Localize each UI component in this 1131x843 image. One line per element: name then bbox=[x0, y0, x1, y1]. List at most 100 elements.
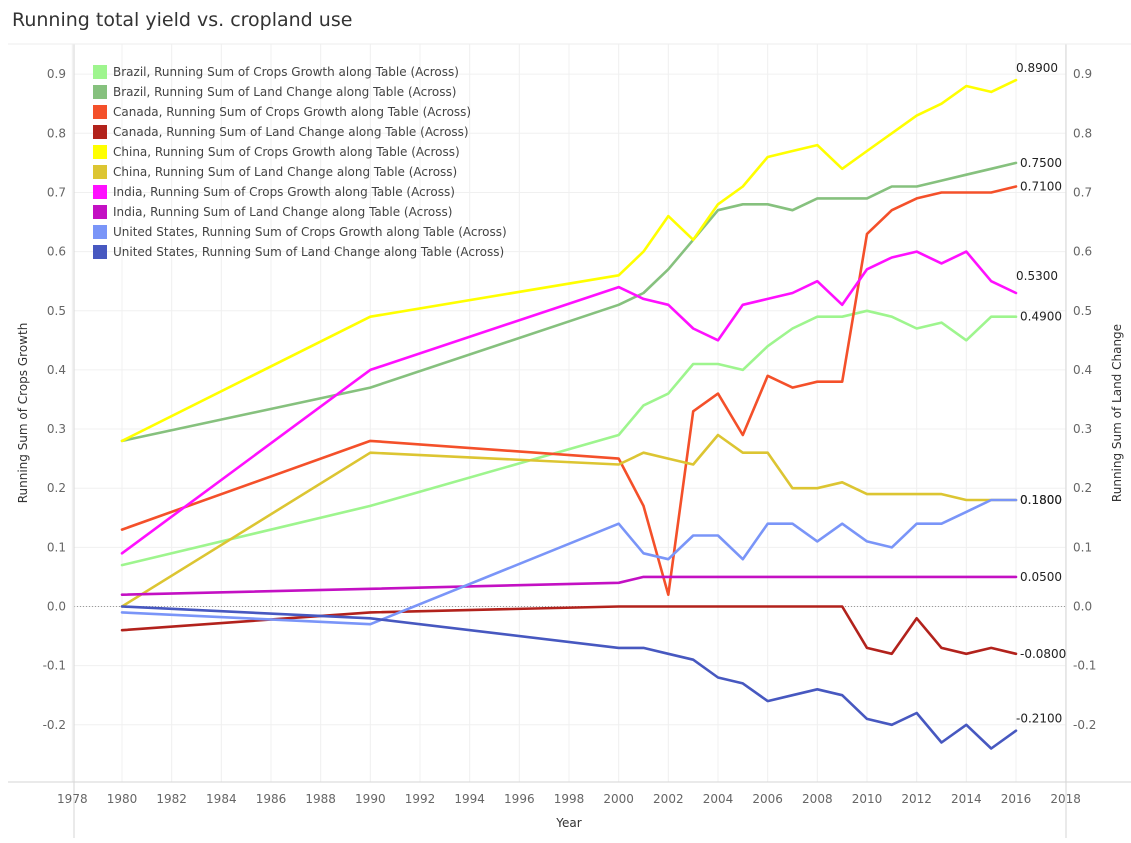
legend-swatch bbox=[93, 105, 107, 119]
y-tick-label-right: 0.0 bbox=[1073, 600, 1092, 614]
x-tick-label: 1988 bbox=[305, 792, 336, 806]
grid bbox=[71, 44, 1067, 782]
legend-item: United States, Running Sum of Crops Grow… bbox=[93, 225, 507, 239]
y-tick-label-right: 0.5 bbox=[1073, 304, 1092, 318]
legend-item: Canada, Running Sum of Crops Growth alon… bbox=[93, 105, 471, 119]
legend-swatch bbox=[93, 185, 107, 199]
legend-label: United States, Running Sum of Crops Grow… bbox=[113, 225, 507, 239]
x-tick-label: 2002 bbox=[653, 792, 684, 806]
x-tick-label: 2012 bbox=[901, 792, 932, 806]
x-tick-label: 2006 bbox=[752, 792, 783, 806]
y-tick-label-left: 0.1 bbox=[47, 540, 66, 554]
legend-item: Brazil, Running Sum of Crops Growth alon… bbox=[93, 65, 459, 79]
series-line-canada-running-sum-of-land-change-along-table-across bbox=[120, 605, 1018, 656]
series-line-united-states-running-sum-of-crops-growth-along-table-across bbox=[120, 498, 1018, 626]
legend-swatch bbox=[93, 225, 107, 239]
x-tick-label: 2008 bbox=[802, 792, 833, 806]
end-label: -0.2100 bbox=[1016, 712, 1062, 726]
y-tick-label-left: -0.1 bbox=[43, 659, 66, 673]
end-label: 0.1800 bbox=[1020, 493, 1062, 507]
legend-item: India, Running Sum of Crops Growth along… bbox=[93, 185, 455, 199]
series-line-united-states-running-sum-of-land-change-along-table-across bbox=[120, 605, 1018, 750]
x-tick-label: 2014 bbox=[951, 792, 982, 806]
y-tick-label-left: 0.9 bbox=[47, 67, 66, 81]
series-lines bbox=[120, 78, 1018, 750]
y-tick-label-left: 0.0 bbox=[47, 600, 66, 614]
y-tick-label-right: 0.7 bbox=[1073, 185, 1092, 199]
x-tick-label: 1984 bbox=[206, 792, 237, 806]
legend-label: India, Running Sum of Crops Growth along… bbox=[113, 185, 455, 199]
y-axis-right-label: Running Sum of Land Change bbox=[1110, 324, 1124, 502]
legend-swatch bbox=[93, 165, 107, 179]
y-tick-label-right: 0.8 bbox=[1073, 126, 1092, 140]
legend-label: China, Running Sum of Crops Growth along… bbox=[113, 145, 460, 159]
x-tick-label: 1986 bbox=[256, 792, 287, 806]
y-tick-label-left: 0.8 bbox=[47, 126, 66, 140]
x-tick-label: 1980 bbox=[107, 792, 138, 806]
y-tick-label-left: 0.2 bbox=[47, 481, 66, 495]
axes-frame bbox=[8, 43, 1131, 838]
x-tick-label: 1994 bbox=[454, 792, 485, 806]
legend-label: Brazil, Running Sum of Land Change along… bbox=[113, 85, 456, 99]
legend-swatch bbox=[93, 205, 107, 219]
legend-swatch bbox=[93, 245, 107, 259]
end-label: -0.0800 bbox=[1020, 647, 1066, 661]
series-line-china-running-sum-of-crops-growth-along-table-across bbox=[120, 78, 1018, 443]
x-tick-label: 2018 bbox=[1050, 792, 1081, 806]
legend-swatch bbox=[93, 65, 107, 79]
legend-label: United States, Running Sum of Land Chang… bbox=[113, 245, 504, 259]
legend-item: Canada, Running Sum of Land Change along… bbox=[93, 125, 469, 139]
x-axis-label: Year bbox=[555, 816, 581, 830]
y-tick-label-right: 0.4 bbox=[1073, 363, 1092, 377]
end-label: 0.0500 bbox=[1020, 570, 1062, 584]
legend-item: India, Running Sum of Land Change along … bbox=[93, 205, 452, 219]
y-axis-left-label: Running Sum of Crops Growth bbox=[16, 323, 30, 504]
y-tick-label-right: -0.1 bbox=[1073, 659, 1096, 673]
end-label: 0.4900 bbox=[1020, 310, 1062, 324]
end-label: 0.1800 bbox=[1020, 493, 1062, 507]
chart-title: Running total yield vs. cropland use bbox=[12, 9, 353, 31]
series-line-brazil-running-sum-of-land-change-along-table-across bbox=[120, 161, 1018, 443]
x-tick-label: 1992 bbox=[405, 792, 436, 806]
legend-item: Brazil, Running Sum of Land Change along… bbox=[93, 85, 456, 99]
x-tick-label: 1982 bbox=[156, 792, 187, 806]
y-tick-label-right: 0.6 bbox=[1073, 245, 1092, 259]
series-line-india-running-sum-of-land-change-along-table-across bbox=[120, 575, 1018, 597]
y-tick-label-right: 0.2 bbox=[1073, 481, 1092, 495]
series-line-india-running-sum-of-crops-growth-along-table-across bbox=[120, 250, 1018, 555]
y-tick-label-right: -0.2 bbox=[1073, 718, 1096, 732]
y-tick-label-right: 0.9 bbox=[1073, 67, 1092, 81]
end-labels: 0.4900 0.7500 0.7100 -0.0800 0.8900 0.1800 0.5… bbox=[1016, 61, 1066, 726]
end-label: 0.7500 bbox=[1020, 156, 1062, 170]
y-tick-label-left: 0.5 bbox=[47, 304, 66, 318]
legend-swatch bbox=[93, 125, 107, 139]
x-tick-label: 1978 bbox=[57, 792, 88, 806]
y-tick-label-left: 0.4 bbox=[47, 363, 66, 377]
series-line-canada-running-sum-of-crops-growth-along-table-across bbox=[120, 185, 1018, 597]
legend-item: United States, Running Sum of Land Chang… bbox=[93, 245, 504, 259]
y-tick-label-left: 0.7 bbox=[47, 185, 66, 199]
x-tick-label: 2000 bbox=[603, 792, 634, 806]
x-tick-label: 1996 bbox=[504, 792, 535, 806]
y-axis-left: -0.2 -0.1 0.0 0.1 0.2 0.3 0.4 0.5 0.6 0.7 0.8 0.9 bbox=[43, 67, 66, 732]
end-label: 0.7100 bbox=[1020, 180, 1062, 194]
y-tick-label-right: 0.3 bbox=[1073, 422, 1092, 436]
y-tick-label-left: -0.2 bbox=[43, 718, 66, 732]
x-tick-label: 2016 bbox=[1001, 792, 1032, 806]
legend-label: Canada, Running Sum of Land Change along… bbox=[113, 125, 469, 139]
legend-label: Canada, Running Sum of Crops Growth alon… bbox=[113, 105, 471, 119]
x-tick-label: 2010 bbox=[852, 792, 883, 806]
x-tick-label: 1998 bbox=[554, 792, 585, 806]
series-line-brazil-running-sum-of-crops-growth-along-table-across bbox=[120, 309, 1018, 567]
end-label: 0.5300 bbox=[1016, 269, 1058, 283]
legend-label: Brazil, Running Sum of Crops Growth alon… bbox=[113, 65, 459, 79]
end-label: 0.8900 bbox=[1016, 61, 1058, 75]
y-tick-label-right: 0.1 bbox=[1073, 540, 1092, 554]
y-tick-label-left: 0.3 bbox=[47, 422, 66, 436]
y-axis-right: -0.2 -0.1 0.0 0.1 0.2 0.3 0.4 0.5 0.6 0.7 0.8 0.9 bbox=[1073, 67, 1096, 732]
legend-item: China, Running Sum of Crops Growth along… bbox=[93, 145, 460, 159]
legend-swatch bbox=[93, 145, 107, 159]
legend-item: China, Running Sum of Land Change along … bbox=[93, 165, 457, 179]
legend-swatch bbox=[93, 85, 107, 99]
